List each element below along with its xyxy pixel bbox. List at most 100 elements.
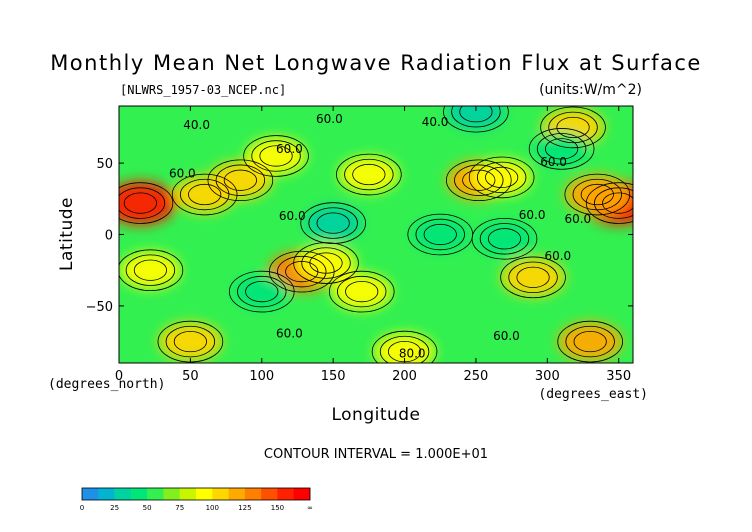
contour-line bbox=[308, 207, 358, 239]
x-tick-label: 0 bbox=[115, 369, 123, 384]
field-feature bbox=[339, 156, 399, 193]
contour-line bbox=[336, 153, 402, 196]
contour-line bbox=[487, 228, 522, 250]
contour-line bbox=[564, 173, 631, 216]
contour-line bbox=[243, 135, 309, 177]
colorbar-bin bbox=[130, 488, 148, 500]
contour-line bbox=[207, 159, 274, 202]
x-tick-label: 50 bbox=[182, 369, 199, 384]
contour-line bbox=[557, 320, 623, 363]
contour-line bbox=[344, 158, 394, 191]
contour-line bbox=[300, 202, 366, 244]
contour-label: 80.0 bbox=[399, 346, 426, 360]
contour-label: 60.0 bbox=[519, 208, 546, 222]
contour-line bbox=[237, 275, 287, 308]
contour-line bbox=[516, 266, 550, 288]
contour-line bbox=[328, 270, 395, 313]
source-file-label: [NLWRS_1957-03_NCEP.nc] bbox=[120, 83, 286, 97]
x-tick-label: 100 bbox=[249, 369, 274, 384]
field-features bbox=[119, 106, 633, 363]
contour-line bbox=[572, 178, 623, 211]
contour-line bbox=[223, 169, 257, 191]
contour-line bbox=[556, 116, 590, 139]
contour-line bbox=[468, 156, 535, 199]
contour-label: 60.0 bbox=[564, 212, 591, 226]
field-feature bbox=[158, 322, 223, 362]
colorbar-bin bbox=[196, 488, 213, 500]
contour-line bbox=[215, 164, 266, 196]
x-axis-label: Longitude bbox=[331, 405, 420, 425]
contour-line bbox=[316, 212, 350, 234]
contour-line bbox=[508, 261, 558, 294]
contour-line bbox=[277, 255, 327, 288]
y-unit-label: (degrees_north) bbox=[48, 377, 165, 392]
colorbar-bin bbox=[244, 488, 262, 500]
contour-label: 40.0 bbox=[422, 115, 449, 129]
contour-line bbox=[585, 182, 633, 224]
contour-line bbox=[415, 218, 465, 251]
contour-line bbox=[479, 223, 530, 255]
colorbar-bin bbox=[179, 488, 197, 500]
contour-label: 60.0 bbox=[279, 209, 306, 223]
contour-label: 60.0 bbox=[276, 142, 303, 156]
field-feature bbox=[557, 321, 623, 362]
contour-line bbox=[451, 106, 501, 128]
contour-line bbox=[352, 163, 386, 186]
contour-line bbox=[445, 159, 512, 202]
contour-line bbox=[545, 138, 579, 160]
contour-label: 60.0 bbox=[169, 166, 196, 180]
x-unit-label: (degrees_east) bbox=[538, 387, 648, 402]
contour-line bbox=[548, 111, 598, 144]
contour-line bbox=[476, 161, 527, 194]
contour-interval-label: CONTOUR INTERVAL = 1.000E+01 bbox=[264, 447, 488, 462]
colorbar-bin bbox=[228, 488, 246, 500]
y-tick-label: 0 bbox=[105, 229, 113, 244]
colorbar-tick-label: 0 bbox=[80, 504, 84, 512]
contour-line bbox=[462, 169, 496, 191]
contour-line bbox=[165, 325, 216, 358]
colorbar-tick-label: ∞ bbox=[307, 504, 313, 512]
contour-line bbox=[459, 106, 493, 123]
field-feature bbox=[234, 274, 290, 309]
contour-lines bbox=[119, 106, 633, 363]
contour-line bbox=[471, 217, 538, 260]
field-feature bbox=[120, 251, 181, 289]
contour-line bbox=[602, 192, 633, 214]
colorbar-tick-label: 125 bbox=[238, 504, 251, 512]
field-feature bbox=[295, 244, 357, 282]
contour-line bbox=[133, 259, 168, 281]
contour-line bbox=[423, 223, 457, 246]
colorbar-tick-label: 150 bbox=[271, 504, 284, 512]
colorbar-bin bbox=[98, 488, 115, 500]
colorbar-bin bbox=[147, 488, 164, 500]
colorbar-bin bbox=[261, 488, 278, 500]
contour-label: 60.0 bbox=[276, 326, 303, 340]
x-tick-label: 300 bbox=[535, 369, 560, 384]
plot-area bbox=[119, 106, 633, 363]
colorbar-frame bbox=[81, 487, 311, 501]
contour-line bbox=[188, 183, 222, 206]
contour-line bbox=[119, 182, 174, 224]
contour-line bbox=[536, 133, 587, 165]
contour-line bbox=[228, 270, 295, 313]
field-feature bbox=[564, 174, 631, 215]
contour-line bbox=[528, 128, 595, 170]
contour-line bbox=[173, 330, 207, 353]
field-feature bbox=[412, 217, 468, 252]
contour-line bbox=[245, 281, 279, 303]
contour-line bbox=[379, 335, 430, 363]
contour-labels: 40.0 40.0 60.0 60.0 60.0 60.0 60.0 60.0 60.0 60.0… bbox=[169, 112, 591, 360]
colorbar-bin bbox=[114, 488, 132, 500]
x-tick-label: 350 bbox=[606, 369, 631, 384]
contour-line bbox=[454, 164, 504, 196]
field-feature bbox=[208, 160, 273, 200]
x-axis-ticks: 0 50 100 150 200 250 300 350 bbox=[115, 106, 631, 384]
field-feature bbox=[119, 181, 177, 226]
colorbar-bin bbox=[82, 488, 99, 500]
y-tick-label: 50 bbox=[96, 157, 113, 172]
contour-line bbox=[371, 330, 438, 363]
x-tick-label: 200 bbox=[392, 369, 417, 384]
contour-label: 60.0 bbox=[544, 249, 571, 263]
chart-title: Monthly Mean Net Longwave Radiation Flux… bbox=[50, 51, 702, 75]
